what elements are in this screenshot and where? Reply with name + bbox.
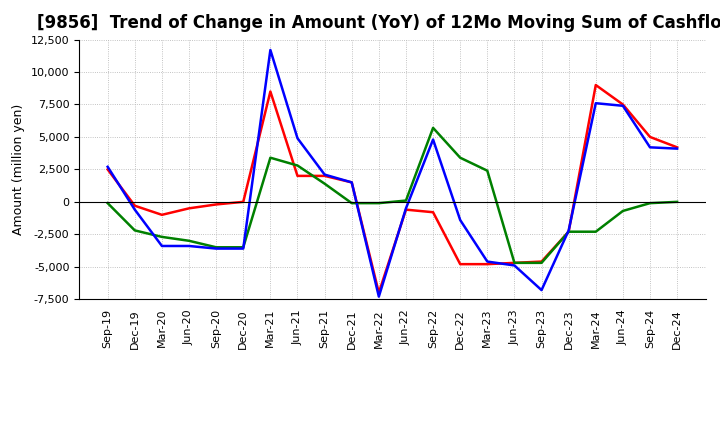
Investing Cashflow — [185, 238, 194, 243]
Operating Cashflow — [130, 203, 139, 209]
Operating Cashflow — [293, 173, 302, 179]
Free Cashflow — [646, 145, 654, 150]
Operating Cashflow — [510, 260, 518, 265]
Operating Cashflow — [266, 89, 275, 94]
Free Cashflow — [672, 146, 681, 151]
Operating Cashflow — [537, 259, 546, 264]
Investing Cashflow — [428, 125, 437, 131]
Investing Cashflow — [104, 201, 112, 206]
Operating Cashflow — [483, 261, 492, 267]
Free Cashflow — [158, 243, 166, 249]
Operating Cashflow — [428, 209, 437, 215]
Operating Cashflow — [456, 261, 464, 267]
Free Cashflow — [591, 101, 600, 106]
Investing Cashflow — [672, 199, 681, 205]
Y-axis label: Amount (million yen): Amount (million yen) — [12, 104, 25, 235]
Title: [9856]  Trend of Change in Amount (YoY) of 12Mo Moving Sum of Cashflows: [9856] Trend of Change in Amount (YoY) o… — [37, 15, 720, 33]
Free Cashflow — [428, 137, 437, 142]
Investing Cashflow — [646, 201, 654, 206]
Line: Free Cashflow: Free Cashflow — [108, 50, 677, 297]
Investing Cashflow — [483, 168, 492, 173]
Line: Operating Cashflow: Operating Cashflow — [108, 85, 677, 293]
Operating Cashflow — [618, 102, 627, 107]
Investing Cashflow — [564, 229, 573, 235]
Investing Cashflow — [591, 229, 600, 235]
Investing Cashflow — [537, 260, 546, 265]
Operating Cashflow — [402, 207, 410, 212]
Operating Cashflow — [212, 202, 220, 207]
Free Cashflow — [239, 246, 248, 251]
Operating Cashflow — [672, 145, 681, 150]
Operating Cashflow — [564, 229, 573, 235]
Investing Cashflow — [510, 260, 518, 265]
Investing Cashflow — [320, 181, 329, 186]
Free Cashflow — [293, 136, 302, 141]
Operating Cashflow — [320, 173, 329, 179]
Free Cashflow — [402, 205, 410, 211]
Free Cashflow — [456, 217, 464, 223]
Free Cashflow — [266, 48, 275, 53]
Free Cashflow — [320, 172, 329, 177]
Investing Cashflow — [348, 201, 356, 206]
Free Cashflow — [564, 228, 573, 233]
Free Cashflow — [348, 180, 356, 185]
Investing Cashflow — [402, 198, 410, 203]
Investing Cashflow — [158, 234, 166, 239]
Investing Cashflow — [212, 245, 220, 250]
Investing Cashflow — [266, 155, 275, 160]
Free Cashflow — [212, 246, 220, 251]
Operating Cashflow — [374, 290, 383, 295]
Free Cashflow — [374, 294, 383, 299]
Operating Cashflow — [104, 167, 112, 172]
Investing Cashflow — [456, 155, 464, 160]
Investing Cashflow — [130, 228, 139, 233]
Operating Cashflow — [348, 180, 356, 185]
Investing Cashflow — [239, 245, 248, 250]
Free Cashflow — [483, 259, 492, 264]
Investing Cashflow — [618, 208, 627, 213]
Operating Cashflow — [158, 212, 166, 217]
Free Cashflow — [510, 263, 518, 268]
Line: Investing Cashflow: Investing Cashflow — [108, 128, 677, 263]
Operating Cashflow — [646, 134, 654, 139]
Free Cashflow — [130, 207, 139, 212]
Free Cashflow — [618, 103, 627, 108]
Free Cashflow — [104, 164, 112, 169]
Free Cashflow — [185, 243, 194, 249]
Operating Cashflow — [591, 82, 600, 88]
Investing Cashflow — [374, 201, 383, 206]
Operating Cashflow — [239, 199, 248, 205]
Operating Cashflow — [185, 205, 194, 211]
Investing Cashflow — [293, 163, 302, 168]
Free Cashflow — [537, 287, 546, 293]
